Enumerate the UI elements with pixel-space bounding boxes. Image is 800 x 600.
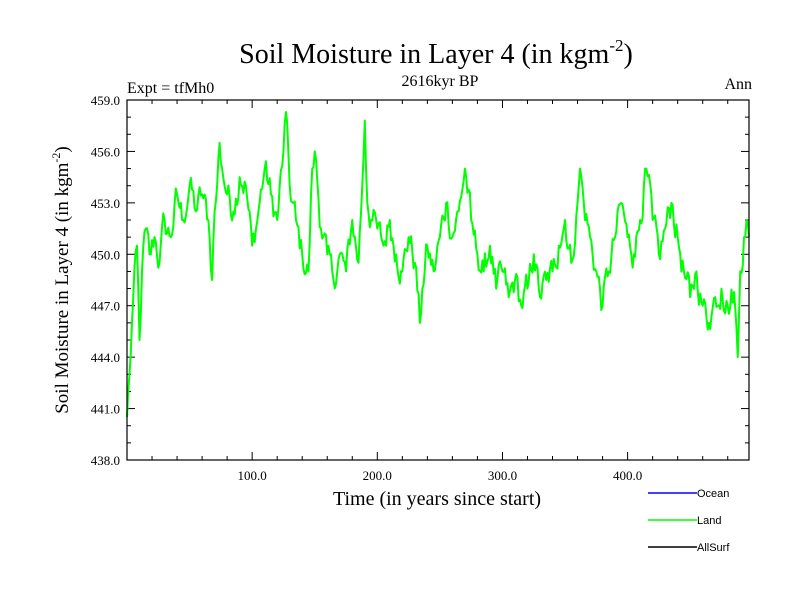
y-tick-label: 438.0: [91, 453, 120, 468]
x-tick-label: 400.0: [613, 468, 642, 483]
y-tick-label: 450.0: [91, 247, 120, 262]
y-tick-label: 447.0: [91, 299, 120, 314]
legend-label-ocean: Ocean: [697, 488, 729, 500]
x-tick-label: 200.0: [363, 468, 392, 483]
y-tick-label: 456.0: [91, 144, 120, 159]
legend: Ocean Land AllSurf: [648, 488, 730, 554]
y-axis-label: Soil Moisture in Layer 4 (in kgm-2): [49, 146, 73, 414]
chart-title-main: Soil Moisture in Layer 4 (in kgm: [239, 39, 609, 70]
y-axis-label-main: Soil Moisture in Layer 4 (in kgm: [52, 162, 73, 413]
chart-title-close: ): [624, 39, 633, 70]
legend-label-land: Land: [697, 515, 721, 527]
y-axis-label-close: ): [52, 146, 73, 152]
axis-tick-labels: 100.0 200.0 300.0 400.0 438.0 441.0 444.0 447.0…: [91, 93, 642, 483]
y-tick-label: 453.0: [91, 196, 120, 211]
chart-title-sup: -2: [609, 36, 623, 55]
plot-frame: [126, 99, 750, 461]
experiment-label: Expt = tfMh0: [127, 80, 214, 97]
x-axis-label: Time (in years since start): [333, 488, 541, 510]
x-tick-label: 300.0: [488, 468, 517, 483]
y-tick-label: 444.0: [91, 350, 120, 365]
season-label: Ann: [724, 76, 752, 93]
y-tick-label: 441.0: [91, 402, 120, 417]
y-tick-label: 459.0: [91, 93, 120, 108]
series-line-land: [126, 111, 750, 418]
chart-title: Soil Moisture in Layer 4 (in kgm-2): [239, 36, 633, 70]
y-axis-label-sup: -2: [49, 153, 63, 163]
chart-subtitle: 2616kyr BP: [402, 73, 479, 90]
legend-label-allsurf: AllSurf: [697, 542, 730, 554]
x-tick-label: 100.0: [238, 468, 267, 483]
